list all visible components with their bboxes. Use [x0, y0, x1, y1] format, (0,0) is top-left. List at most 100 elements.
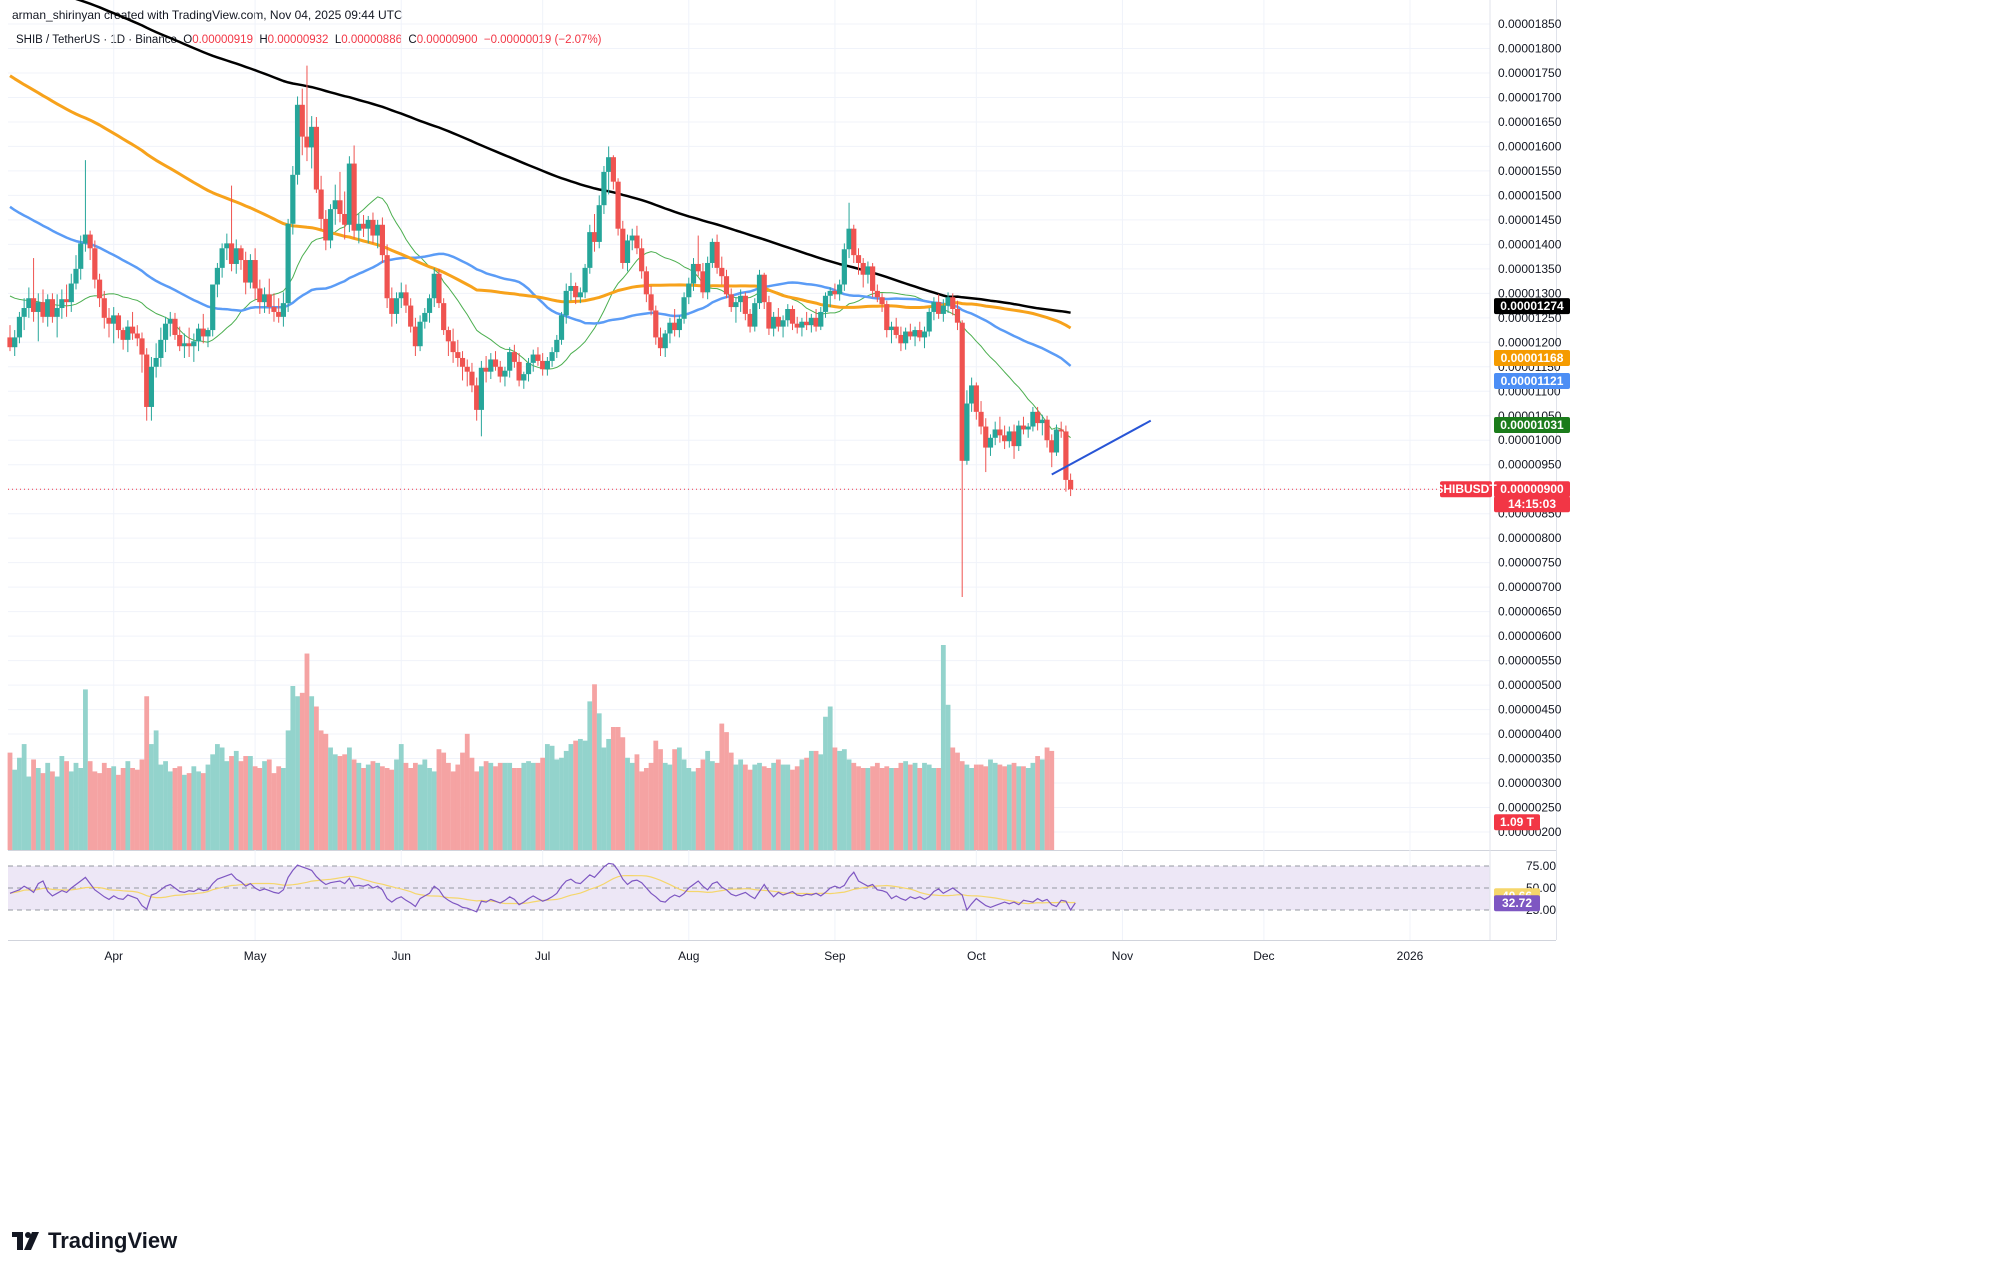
candle — [507, 347, 513, 378]
candle — [148, 356, 155, 421]
time-axis[interactable]: Apr May Jun Jul Aug Sep Oct Nov Dec 2026 — [104, 949, 1423, 963]
volume-bar — [219, 747, 225, 850]
candle-body — [606, 157, 612, 172]
volume-bar — [45, 762, 51, 850]
candle — [502, 366, 508, 387]
candle — [978, 401, 984, 435]
candle-body — [573, 285, 579, 298]
candle-body — [884, 304, 890, 331]
candle — [304, 65, 310, 162]
volume-bar — [346, 747, 352, 850]
volume-bar — [59, 756, 65, 850]
volume-bar — [752, 764, 758, 850]
candle-body — [936, 302, 942, 314]
volume-bar — [64, 761, 69, 850]
candle-body — [186, 343, 192, 347]
candle — [606, 146, 612, 195]
candle — [747, 309, 753, 333]
candle-body — [832, 290, 838, 295]
candle — [35, 293, 41, 342]
candle-body — [426, 298, 433, 313]
volume-bar — [356, 762, 362, 850]
candle — [921, 326, 928, 349]
candle-body — [596, 205, 602, 242]
volume-bar — [818, 754, 824, 850]
candle-body — [238, 248, 244, 261]
low-value: 0.00000886 — [341, 34, 402, 46]
candle — [733, 297, 739, 323]
candle-body — [738, 295, 744, 303]
candle-body — [191, 341, 197, 347]
volume-bar — [728, 752, 734, 850]
symbol-title[interactable]: SHIB / TetherUS · 1D · Binance — [16, 34, 177, 46]
volume-bar — [516, 768, 522, 850]
ma100-badge-text: 0.00001168 — [1501, 351, 1564, 365]
candle-body — [756, 274, 763, 304]
candle-body — [422, 312, 428, 322]
open-label: O — [183, 34, 193, 46]
candle — [384, 244, 390, 309]
candle — [191, 333, 197, 362]
candle-body — [752, 303, 758, 327]
volume-bar — [813, 750, 819, 850]
candle — [1049, 434, 1055, 468]
volume-badge-bg — [1494, 814, 1540, 831]
candle — [252, 248, 258, 300]
candlesticks[interactable] — [7, 65, 1074, 597]
price-tick-label: 0.00001200 — [1498, 335, 1562, 349]
ma200-badge-text: 0.00001274 — [1500, 299, 1564, 313]
volume-bar — [526, 761, 531, 850]
candle — [804, 311, 810, 331]
candle-body — [657, 337, 664, 349]
tradingview-brand[interactable]: TradingView — [12, 1228, 177, 1254]
candle — [907, 323, 913, 340]
candle — [521, 371, 527, 389]
candle — [714, 234, 720, 274]
candle-body — [87, 234, 93, 249]
symbol-badge-bg — [1440, 481, 1492, 498]
volume-bar — [799, 759, 805, 850]
volume-bar — [969, 768, 975, 850]
candle-body — [587, 232, 593, 268]
candle — [299, 88, 305, 156]
candle — [936, 294, 942, 319]
candle — [167, 311, 173, 337]
candle — [327, 204, 334, 249]
volume-bar — [412, 762, 418, 850]
symbol-badge: SHIBUSDT — [1435, 481, 1497, 498]
candle-body — [639, 248, 645, 272]
candle-body — [672, 322, 678, 331]
candle-body — [544, 360, 550, 370]
candle — [983, 418, 989, 473]
candle-body — [92, 248, 98, 280]
volume-bar — [563, 750, 569, 850]
time-tick-label: Aug — [678, 949, 699, 963]
volume-bar — [931, 768, 937, 850]
candle — [356, 214, 362, 244]
volume-bar — [266, 759, 272, 850]
volume-bar — [997, 764, 1003, 850]
close-label: C — [408, 34, 417, 46]
candle — [775, 308, 781, 332]
volume-bar — [1030, 762, 1036, 850]
volume-bar — [662, 762, 668, 850]
candle — [1016, 420, 1022, 452]
volume-bar — [111, 766, 117, 850]
price-axis[interactable]: 0.00001850 0.00001800 0.00001750 0.00001700… — [1489, 0, 1562, 940]
candle-body — [228, 243, 235, 264]
candle-body — [549, 352, 555, 361]
candle — [375, 219, 381, 249]
candle-body — [1020, 425, 1027, 430]
ma100-line — [9, 74, 1072, 330]
candle — [162, 316, 169, 353]
volume-bar — [832, 747, 838, 850]
candle-body — [799, 321, 805, 328]
volume-bar — [1025, 768, 1031, 850]
candle-body — [59, 299, 65, 309]
candle-body — [412, 326, 418, 347]
price-tick-label: 0.00000400 — [1498, 727, 1562, 741]
candle — [483, 356, 489, 383]
candle — [690, 258, 697, 291]
candle — [1053, 424, 1060, 456]
